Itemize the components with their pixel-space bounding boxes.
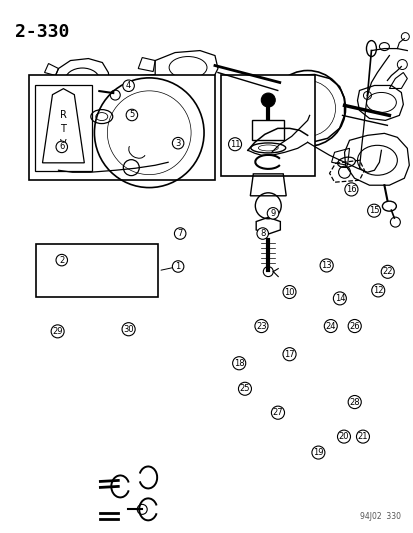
Text: 19: 19 [312, 448, 323, 457]
Text: 30: 30 [123, 325, 133, 334]
Text: V: V [60, 139, 66, 149]
Text: 25: 25 [239, 384, 249, 393]
Text: 20: 20 [338, 432, 349, 441]
Text: 8: 8 [259, 229, 265, 238]
Text: T: T [60, 125, 66, 134]
FancyBboxPatch shape [34, 85, 92, 171]
Text: R: R [60, 110, 66, 120]
Text: 2: 2 [59, 256, 64, 264]
Text: 5: 5 [129, 110, 134, 119]
Text: 15: 15 [368, 206, 378, 215]
Text: 26: 26 [349, 321, 359, 330]
Text: 17: 17 [283, 350, 294, 359]
Text: 4: 4 [126, 81, 131, 90]
Text: 27: 27 [272, 408, 282, 417]
Text: 1: 1 [175, 262, 180, 271]
Text: 21: 21 [357, 432, 367, 441]
Circle shape [261, 93, 275, 107]
Text: 7: 7 [177, 229, 183, 238]
Text: 11: 11 [229, 140, 240, 149]
Text: 14: 14 [334, 294, 344, 303]
Text: 9: 9 [270, 209, 275, 218]
Text: 28: 28 [349, 398, 359, 407]
Text: 13: 13 [320, 261, 331, 270]
Text: 3: 3 [175, 139, 180, 148]
Text: 6: 6 [59, 142, 64, 151]
Text: 94J02  330: 94J02 330 [359, 512, 400, 521]
Text: 16: 16 [345, 185, 356, 194]
Text: 29: 29 [52, 327, 63, 336]
Text: 24: 24 [325, 321, 335, 330]
Text: 22: 22 [382, 268, 392, 276]
FancyBboxPatch shape [36, 244, 158, 297]
Text: 23: 23 [256, 321, 266, 330]
FancyBboxPatch shape [28, 75, 215, 180]
Text: 18: 18 [233, 359, 244, 368]
Text: 10: 10 [284, 287, 294, 296]
FancyBboxPatch shape [221, 75, 314, 176]
Text: 2-330: 2-330 [14, 22, 69, 41]
Text: 12: 12 [372, 286, 382, 295]
